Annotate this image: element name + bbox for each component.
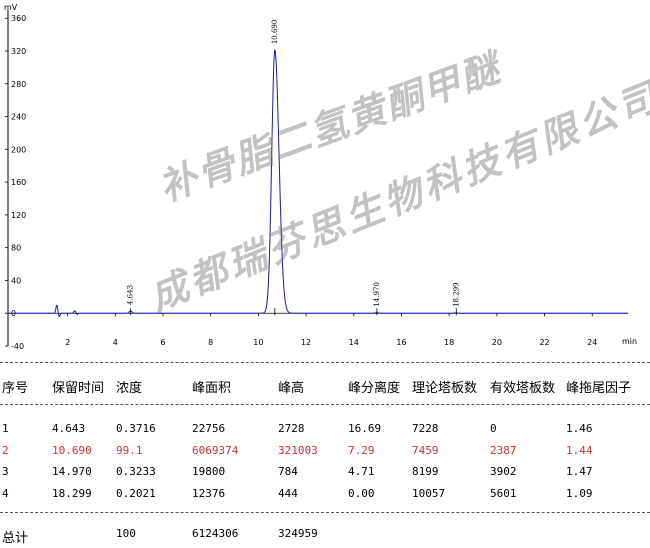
row-index: 4 xyxy=(2,486,9,500)
row-theoretical-plates: 10057 xyxy=(412,486,446,500)
peak-retention-label: 4.643 xyxy=(127,285,135,305)
x-tick-label: 18 xyxy=(444,338,454,347)
peak-retention-label: 14.970 xyxy=(373,282,381,307)
x-tick-label: 22 xyxy=(539,338,549,347)
y-axis-unit: mV xyxy=(4,3,18,12)
row-theoretical-plates: 7459 xyxy=(412,443,439,457)
row-peak-height: 321003 xyxy=(278,443,318,457)
header-theoretical-plates: 理论塔板数 xyxy=(412,381,478,396)
x-tick-label: 14 xyxy=(349,338,359,347)
table-row: 3 14.970 0.3233 19800 784 4.71 8199 3902 1.47 xyxy=(0,465,650,483)
y-tick-label: 200 xyxy=(11,145,26,154)
y-tick-label: 120 xyxy=(11,211,26,220)
row-peak-area: 12376 xyxy=(192,486,226,500)
chart-axes xyxy=(7,10,628,346)
row-theoretical-plates: 7228 xyxy=(412,422,439,435)
row-tailing-factor: 1.46 xyxy=(566,422,593,435)
row-concentration: 0.3716 xyxy=(116,422,156,435)
row-peak-area: 6069374 xyxy=(192,443,239,457)
x-tick-label: 12 xyxy=(301,338,311,347)
y-tick-label: 240 xyxy=(11,113,26,122)
table-header-row: 序号 保留时间 浓度 峰面积 峰高 峰分离度 理论塔板数 有效塔板数 峰拖尾因子 xyxy=(0,377,650,396)
y-tick-label: 360 xyxy=(11,14,26,23)
x-tick-label: 24 xyxy=(587,338,597,347)
peak-retention-label: 10.690 xyxy=(271,20,279,45)
total-label: 总计 xyxy=(2,531,29,546)
header-effective-plates: 有效塔板数 xyxy=(490,381,556,396)
x-tick-label: 20 xyxy=(492,338,502,347)
row-peak-height: 2728 xyxy=(278,422,305,435)
header-retention-time: 保留时间 xyxy=(52,381,105,396)
row-resolution: 16.69 xyxy=(348,422,382,435)
row-concentration: 0.2021 xyxy=(116,486,156,500)
y-tick-label: 320 xyxy=(11,47,26,56)
x-axis-unit: min xyxy=(622,337,637,346)
row-effective-plates: 5601 xyxy=(490,486,517,500)
row-peak-height: 444 xyxy=(278,486,298,500)
row-retention-time: 4.643 xyxy=(52,422,86,435)
table-total-row: 总计 100 6124306 324959 xyxy=(0,527,650,546)
row-retention-time: 18.299 xyxy=(52,486,92,500)
table-row: 2 10.690 99.1 6069374 321003 7.29 7459 2387 1.44 xyxy=(0,444,650,462)
header-index: 序号 xyxy=(2,381,29,396)
row-effective-plates: 0 xyxy=(490,422,497,435)
y-tick-label: 280 xyxy=(11,80,26,89)
header-peak-area: 峰面积 xyxy=(192,381,232,396)
header-concentration: 浓度 xyxy=(116,381,143,396)
row-index: 3 xyxy=(2,465,9,478)
x-tick-label: 8 xyxy=(208,338,213,347)
x-tick-label: 16 xyxy=(396,338,406,347)
header-peak-height: 峰高 xyxy=(278,381,305,396)
row-tailing-factor: 1.09 xyxy=(566,486,593,500)
row-peak-area: 22756 xyxy=(192,422,226,435)
y-tick-label: -40 xyxy=(11,342,24,351)
peak-retention-label: 18.299 xyxy=(452,282,460,307)
row-resolution: 7.29 xyxy=(348,443,375,457)
table-header-rule xyxy=(0,404,650,405)
row-theoretical-plates: 8199 xyxy=(412,465,439,478)
header-resolution: 峰分离度 xyxy=(348,381,401,396)
total-area: 6124306 xyxy=(192,527,239,540)
y-tick-label: 80 xyxy=(11,244,21,253)
x-tick-label: 4 xyxy=(113,338,118,347)
row-retention-time: 10.690 xyxy=(52,443,92,457)
table-top-rule xyxy=(0,362,650,363)
row-peak-height: 784 xyxy=(278,465,298,478)
row-concentration: 99.1 xyxy=(116,443,143,457)
x-tick-label: 6 xyxy=(160,338,165,347)
row-tailing-factor: 1.44 xyxy=(566,443,593,457)
row-resolution: 0.00 xyxy=(348,486,375,500)
row-index: 1 xyxy=(2,422,9,435)
row-concentration: 0.3233 xyxy=(116,465,156,478)
row-effective-plates: 3902 xyxy=(490,465,517,478)
x-tick-label: 2 xyxy=(65,338,70,347)
peak-labels: 4.643 10.690 14.970 18.299 xyxy=(127,20,460,316)
row-resolution: 4.71 xyxy=(348,465,375,478)
table-bottom-rule xyxy=(0,512,650,513)
row-effective-plates: 2387 xyxy=(490,443,517,457)
total-concentration: 100 xyxy=(116,527,136,540)
total-height: 324959 xyxy=(278,527,318,540)
chromatogram-trace xyxy=(8,48,628,318)
y-tick-label: 40 xyxy=(11,276,21,285)
x-tick-label: 10 xyxy=(253,338,263,347)
header-tailing-factor: 峰拖尾因子 xyxy=(566,381,632,396)
table-row: 1 4.643 0.3716 22756 2728 16.69 7228 0 1.46 xyxy=(0,422,650,440)
row-peak-area: 19800 xyxy=(192,465,226,478)
table-row: 4 18.299 0.2021 12376 444 0.00 10057 5601 1.09 xyxy=(0,487,650,505)
row-retention-time: 14.970 xyxy=(52,465,92,478)
row-index: 2 xyxy=(2,443,9,457)
row-tailing-factor: 1.47 xyxy=(566,465,593,478)
y-tick-label: 160 xyxy=(11,178,26,187)
